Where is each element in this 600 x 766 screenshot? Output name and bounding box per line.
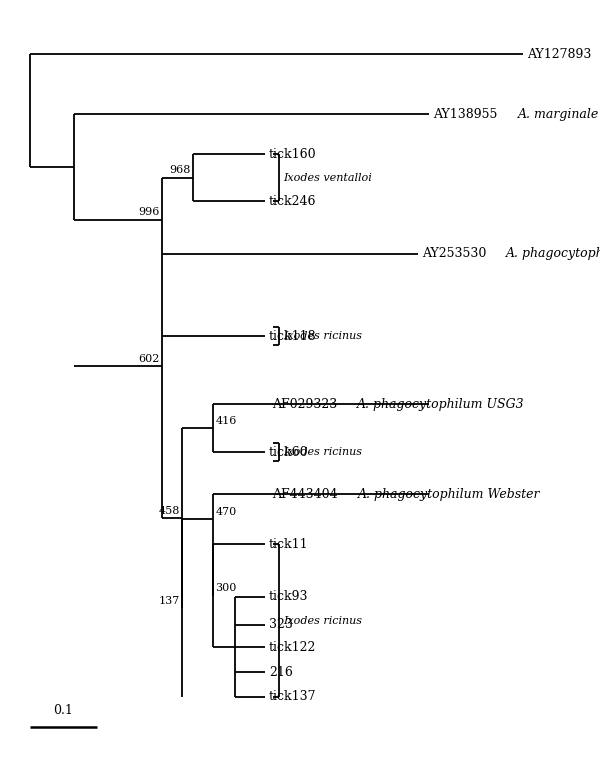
Text: tick122: tick122	[269, 640, 316, 653]
Text: tick93: tick93	[269, 591, 308, 604]
Text: 137: 137	[159, 596, 180, 606]
Text: Ixodes ventalloi: Ixodes ventalloi	[284, 172, 372, 182]
Text: 968: 968	[169, 165, 191, 175]
Text: Ixodes ricinus: Ixodes ricinus	[284, 616, 362, 626]
Text: 323: 323	[269, 618, 293, 631]
Text: 996: 996	[138, 208, 160, 218]
Text: AY253530: AY253530	[422, 247, 488, 260]
Text: 216: 216	[269, 666, 293, 679]
Text: tick160: tick160	[269, 148, 316, 161]
Text: A. phagocytophilum USG3: A. phagocytophilum USG3	[358, 398, 525, 411]
Text: A. marginale msp2: A. marginale msp2	[518, 108, 600, 121]
Text: AY127893: AY127893	[527, 47, 595, 61]
Text: tick11: tick11	[269, 538, 308, 551]
Text: A. phagocytophilum Webster: A. phagocytophilum Webster	[358, 488, 541, 501]
Text: 602: 602	[138, 354, 160, 364]
Text: AY138955: AY138955	[433, 108, 500, 121]
Text: 458: 458	[158, 506, 180, 516]
Text: tick137: tick137	[269, 690, 316, 703]
Text: tick246: tick246	[269, 195, 316, 208]
Text: Ixodes ricinus: Ixodes ricinus	[284, 332, 362, 342]
Text: tick118: tick118	[269, 330, 316, 343]
Text: 300: 300	[215, 584, 237, 594]
Text: 0.1: 0.1	[53, 704, 73, 717]
Text: AF029323: AF029323	[272, 398, 340, 411]
Text: Ixodes ricinus: Ixodes ricinus	[284, 447, 362, 457]
Text: tick60: tick60	[269, 446, 308, 459]
Text: 470: 470	[215, 507, 236, 517]
Text: A. phagocytophilum Webster: A. phagocytophilum Webster	[506, 247, 600, 260]
Text: AF443404: AF443404	[272, 488, 340, 501]
Text: 416: 416	[215, 416, 237, 426]
